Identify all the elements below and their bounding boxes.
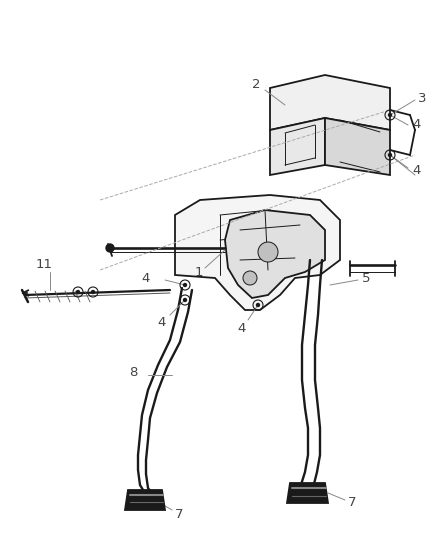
Circle shape (92, 290, 95, 294)
Polygon shape (225, 210, 325, 298)
Polygon shape (287, 483, 328, 503)
Circle shape (106, 244, 114, 252)
Text: 3: 3 (418, 92, 427, 104)
Text: 11: 11 (35, 257, 53, 271)
Polygon shape (270, 75, 390, 130)
Circle shape (184, 284, 187, 287)
Text: 4: 4 (412, 118, 420, 132)
Circle shape (389, 154, 392, 157)
Text: 7: 7 (175, 507, 184, 521)
Polygon shape (325, 118, 390, 175)
Text: 5: 5 (362, 271, 371, 285)
Text: 4: 4 (158, 316, 166, 328)
Text: 4: 4 (141, 271, 150, 285)
Text: 1: 1 (195, 265, 204, 279)
Circle shape (184, 298, 187, 302)
Circle shape (257, 303, 259, 306)
Text: 8: 8 (130, 367, 138, 379)
Text: 4: 4 (412, 164, 420, 176)
Text: 7: 7 (348, 496, 357, 508)
Circle shape (258, 242, 278, 262)
Polygon shape (125, 490, 165, 510)
Polygon shape (270, 118, 325, 175)
Circle shape (243, 271, 257, 285)
Circle shape (77, 290, 80, 294)
Text: 4: 4 (238, 321, 246, 335)
Circle shape (389, 114, 392, 117)
Polygon shape (175, 195, 340, 310)
Text: 2: 2 (252, 78, 261, 92)
